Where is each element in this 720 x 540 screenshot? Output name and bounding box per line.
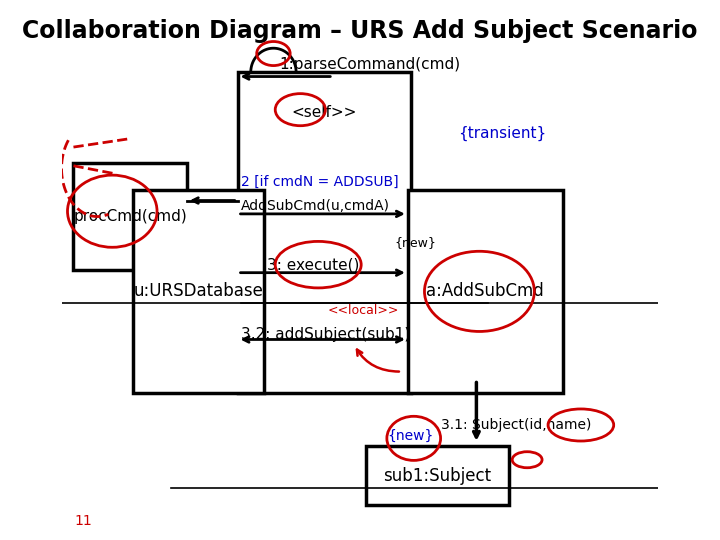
Text: {new}: {new} xyxy=(387,429,433,443)
Text: AddSubCmd(u,cmdA): AddSubCmd(u,cmdA) xyxy=(240,199,390,213)
Text: Collaboration Diagram – URS Add Subject Scenario: Collaboration Diagram – URS Add Subject … xyxy=(22,19,698,43)
Bar xyxy=(238,72,410,393)
Text: <<local>>: <<local>> xyxy=(327,303,399,316)
Bar xyxy=(133,190,264,393)
Bar xyxy=(366,447,509,505)
Text: procCmd(cmd): procCmd(cmd) xyxy=(73,209,187,224)
Text: 2 [if cmdN = ADDSUB]: 2 [if cmdN = ADDSUB] xyxy=(240,175,398,189)
Text: u:URSDatabase: u:URSDatabase xyxy=(134,282,264,300)
Text: 11: 11 xyxy=(75,514,92,528)
Text: a:AddSubCmd: a:AddSubCmd xyxy=(426,282,544,300)
Text: 3.2: addSubject(sub1): 3.2: addSubject(sub1) xyxy=(240,327,410,342)
Text: 3: execute(): 3: execute() xyxy=(267,257,360,272)
Text: <self>>: <self>> xyxy=(292,105,356,120)
Text: sub1:Subject: sub1:Subject xyxy=(384,467,492,485)
Text: {transient}: {transient} xyxy=(459,126,546,141)
Bar xyxy=(73,163,187,270)
Text: {new}: {new} xyxy=(395,235,436,249)
Text: 3.1: Subject(id,name): 3.1: Subject(id,name) xyxy=(441,418,591,432)
Bar xyxy=(408,190,563,393)
Text: 1:parseCommand(cmd): 1:parseCommand(cmd) xyxy=(279,57,461,72)
